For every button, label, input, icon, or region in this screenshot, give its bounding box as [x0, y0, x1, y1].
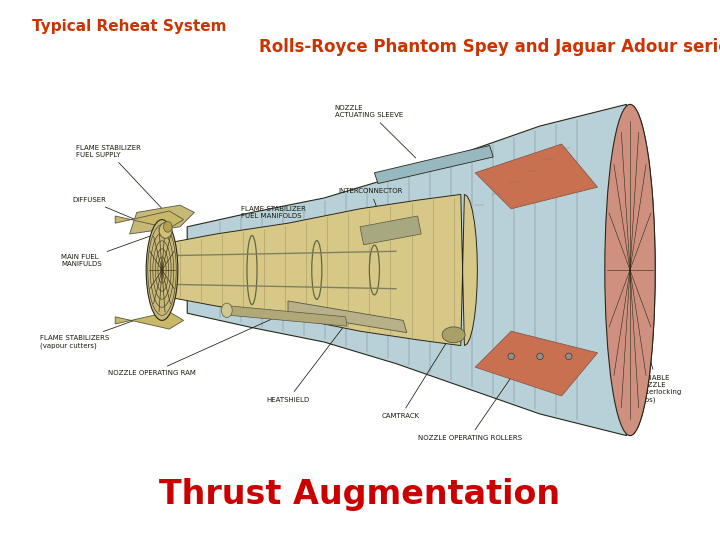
Text: DIFFUSER: DIFFUSER	[72, 197, 141, 222]
Text: NOZZLE OPERATING RAM: NOZZLE OPERATING RAM	[108, 319, 271, 376]
Text: FLAME STABILIZER
FUEL SUPPLY: FLAME STABILIZER FUEL SUPPLY	[76, 145, 163, 211]
Text: HEATSHIELD: HEATSHIELD	[266, 326, 344, 403]
Text: Rolls-Royce Phantom Spey and Jaguar Adour series: Rolls-Royce Phantom Spey and Jaguar Adou…	[259, 38, 720, 56]
Ellipse shape	[159, 222, 172, 238]
Ellipse shape	[146, 220, 178, 320]
Ellipse shape	[508, 353, 514, 360]
Polygon shape	[158, 194, 477, 346]
Polygon shape	[230, 306, 347, 326]
Text: MAIN FUEL
MANIFULDS: MAIN FUEL MANIFULDS	[61, 233, 159, 267]
Ellipse shape	[163, 221, 172, 232]
Ellipse shape	[566, 353, 572, 360]
Polygon shape	[288, 301, 407, 333]
Polygon shape	[475, 144, 598, 209]
Polygon shape	[130, 205, 194, 234]
Ellipse shape	[222, 303, 232, 318]
Polygon shape	[115, 312, 184, 329]
Text: Typical Reheat System: Typical Reheat System	[32, 19, 227, 34]
Polygon shape	[374, 145, 493, 184]
Text: INTERCONNECTOR: INTERCONNECTOR	[338, 188, 402, 228]
Text: FLAME STABILIZER
FUEL MANIFOLDS: FLAME STABILIZER FUEL MANIFOLDS	[241, 206, 306, 264]
Ellipse shape	[442, 327, 465, 343]
Text: VARIABLE
NOZZLE
(Interlocking
flaps): VARIABLE NOZZLE (Interlocking flaps)	[634, 312, 681, 403]
Text: NOZZLE OPERATING ROLLERS: NOZZLE OPERATING ROLLERS	[418, 359, 524, 441]
Text: NOZZLE
ACTUATING SLEEVE: NOZZLE ACTUATING SLEEVE	[335, 105, 415, 158]
Polygon shape	[115, 211, 184, 228]
Text: FLAME STABILIZERS
(vapour cutters): FLAME STABILIZERS (vapour cutters)	[40, 319, 138, 349]
Ellipse shape	[605, 104, 655, 436]
Polygon shape	[187, 104, 655, 436]
Ellipse shape	[537, 353, 544, 360]
Text: CAMTRACK: CAMTRACK	[382, 339, 449, 419]
Text: Thrust Augmentation: Thrust Augmentation	[159, 477, 561, 511]
Polygon shape	[475, 331, 598, 396]
Polygon shape	[360, 216, 421, 245]
